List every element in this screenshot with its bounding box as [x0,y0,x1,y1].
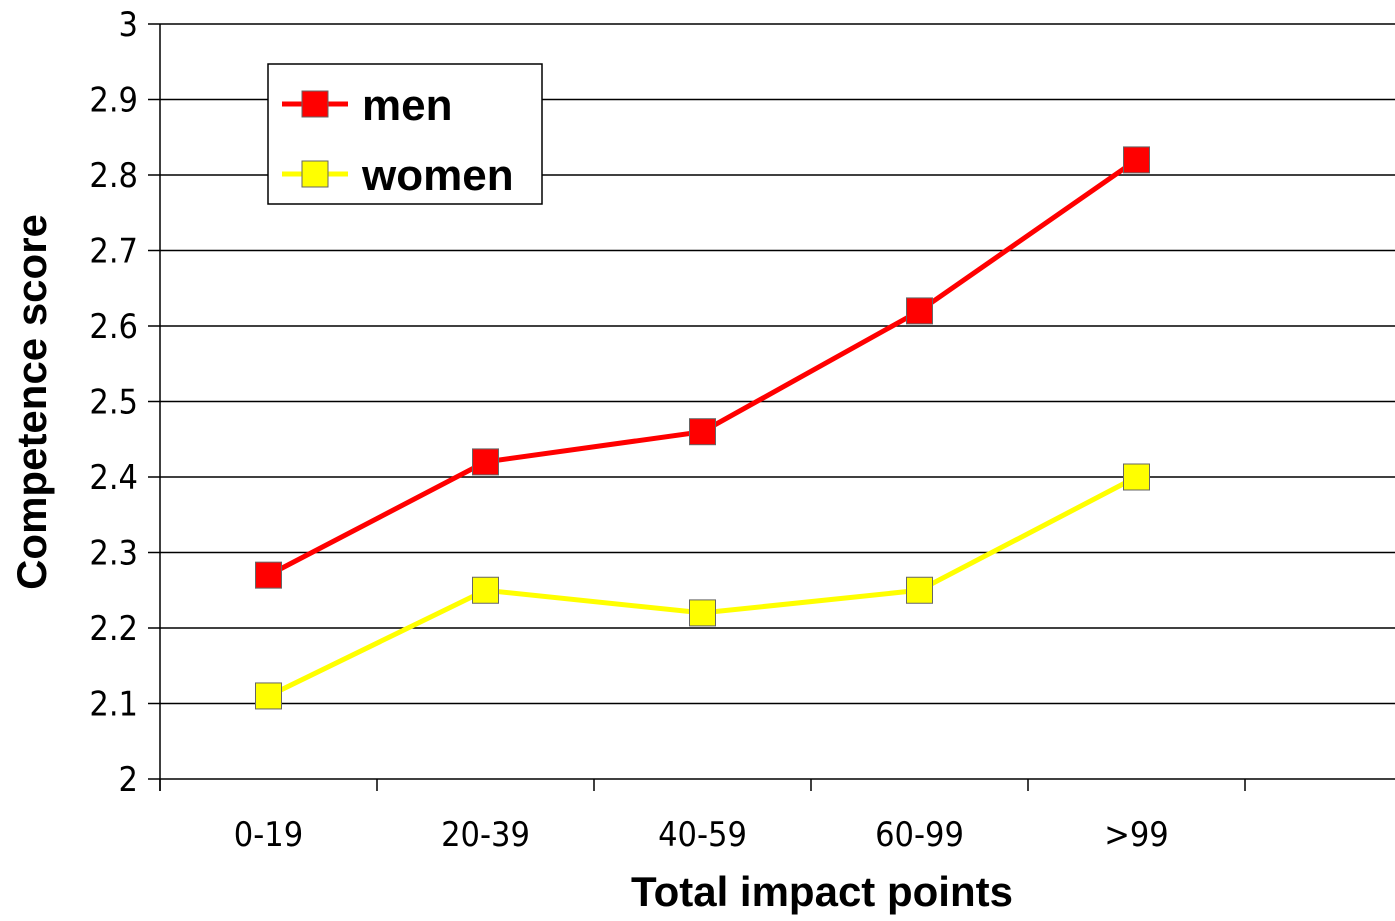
series-line-men [267,157,1138,578]
x-tick-label-0: 0-19 [234,815,303,855]
data-point-men-3 [906,297,933,325]
axes: 2 2.1 2.2 2.3 2.4 2.5 2.6 2.7 2.8 2.9 3 0-19 20-39 40… [89,5,1395,855]
x-tick-label-1: 20-39 [441,815,530,855]
data-point-men-2 [689,418,716,446]
data-point-women-1 [472,576,499,604]
y-tick-label-0: 2 [119,760,138,800]
x-tick-label-2: 40-59 [658,815,747,855]
y-tick-label-8: 2.8 [89,156,138,196]
data-point-women-4 [1123,463,1150,491]
series-group [255,146,1150,710]
y-tick-label-10: 3 [119,5,138,45]
y-axis-title: Competence score [8,214,55,590]
x-axis-title: Total impact points [631,868,1013,915]
x-tick-label-4: >99 [1104,815,1169,855]
y-tick-label-1: 2.1 [89,685,138,725]
y-tick-label-6: 2.6 [89,307,138,347]
data-point-women-3 [906,576,933,604]
y-tick-label-5: 2.5 [89,383,138,423]
legend-label-men: men [362,81,452,130]
legend-marker-women [301,160,329,188]
data-point-men-0 [255,561,282,589]
data-point-women-2 [689,599,716,627]
y-tick-label-2: 2.2 [89,609,138,649]
y-tick-label-3: 2.3 [89,534,138,574]
x-tick-label-3: 60-99 [875,815,964,855]
legend: men women [267,63,543,205]
y-tick-label-7: 2.7 [89,232,138,272]
legend-label-women: women [361,151,514,200]
grid-lines [160,23,1395,705]
data-point-women-0 [255,682,282,710]
data-point-men-4 [1123,146,1150,174]
y-tick-label-4: 2.4 [89,458,138,498]
data-point-men-1 [472,448,499,476]
y-tick-label-9: 2.9 [89,81,138,121]
legend-marker-men [301,90,329,118]
